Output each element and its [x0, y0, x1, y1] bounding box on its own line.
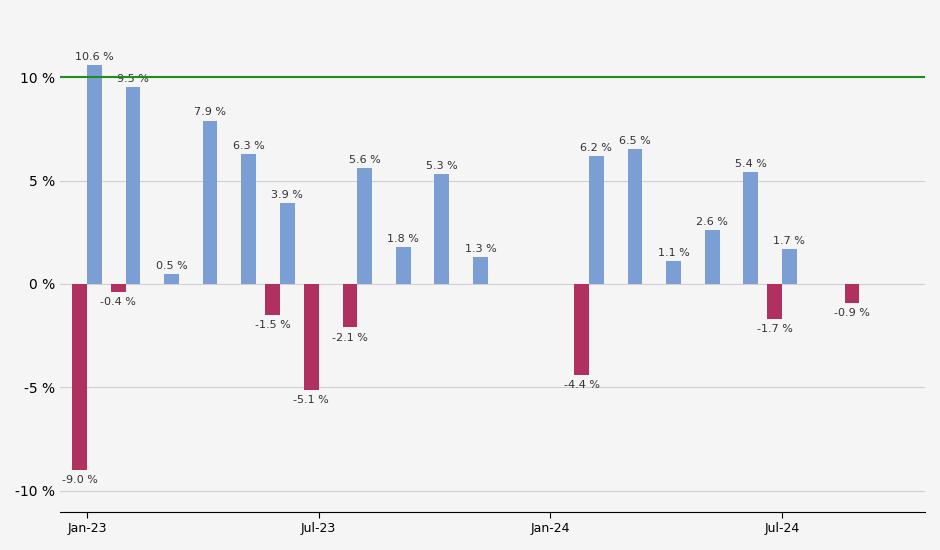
Bar — [357, 168, 372, 284]
Bar — [304, 284, 319, 389]
Bar — [396, 247, 411, 284]
Bar — [434, 174, 449, 284]
Bar — [845, 284, 859, 302]
Text: 7.9 %: 7.9 % — [194, 107, 227, 117]
Bar — [342, 284, 357, 327]
Bar — [242, 153, 256, 284]
Text: 5.6 %: 5.6 % — [349, 155, 381, 165]
Bar — [72, 284, 86, 470]
Text: 9.5 %: 9.5 % — [117, 74, 149, 84]
Text: -9.0 %: -9.0 % — [62, 475, 98, 485]
Text: 2.6 %: 2.6 % — [697, 217, 728, 227]
Text: 6.2 %: 6.2 % — [580, 142, 612, 152]
Text: 6.5 %: 6.5 % — [619, 136, 650, 146]
Bar — [111, 284, 126, 292]
Bar — [628, 150, 642, 284]
Bar — [164, 274, 179, 284]
Bar — [203, 120, 217, 284]
Text: 6.3 %: 6.3 % — [233, 141, 264, 151]
Text: -1.7 %: -1.7 % — [757, 324, 792, 334]
Bar — [473, 257, 488, 284]
Bar — [126, 87, 140, 284]
Text: 5.4 %: 5.4 % — [735, 159, 767, 169]
Text: 10.6 %: 10.6 % — [75, 52, 114, 62]
Bar — [744, 172, 759, 284]
Bar — [265, 284, 280, 315]
Text: 3.9 %: 3.9 % — [272, 190, 304, 200]
Text: -4.4 %: -4.4 % — [564, 380, 600, 390]
Text: -2.1 %: -2.1 % — [332, 333, 368, 343]
Bar — [705, 230, 719, 284]
Bar — [767, 284, 782, 319]
Bar — [280, 204, 294, 284]
Text: -0.9 %: -0.9 % — [834, 308, 870, 318]
Bar — [589, 156, 603, 284]
Text: 1.3 %: 1.3 % — [464, 244, 496, 254]
Text: 1.8 %: 1.8 % — [387, 234, 419, 244]
Bar — [782, 249, 797, 284]
Text: -5.1 %: -5.1 % — [293, 395, 329, 405]
Text: -0.4 %: -0.4 % — [101, 298, 136, 307]
Text: 5.3 %: 5.3 % — [426, 161, 458, 171]
Text: 0.5 %: 0.5 % — [156, 261, 187, 271]
Text: -1.5 %: -1.5 % — [255, 320, 290, 330]
Bar — [574, 284, 589, 375]
Bar — [86, 65, 102, 284]
Text: 1.7 %: 1.7 % — [774, 236, 806, 246]
Text: 1.1 %: 1.1 % — [658, 248, 689, 258]
Bar — [666, 261, 681, 284]
